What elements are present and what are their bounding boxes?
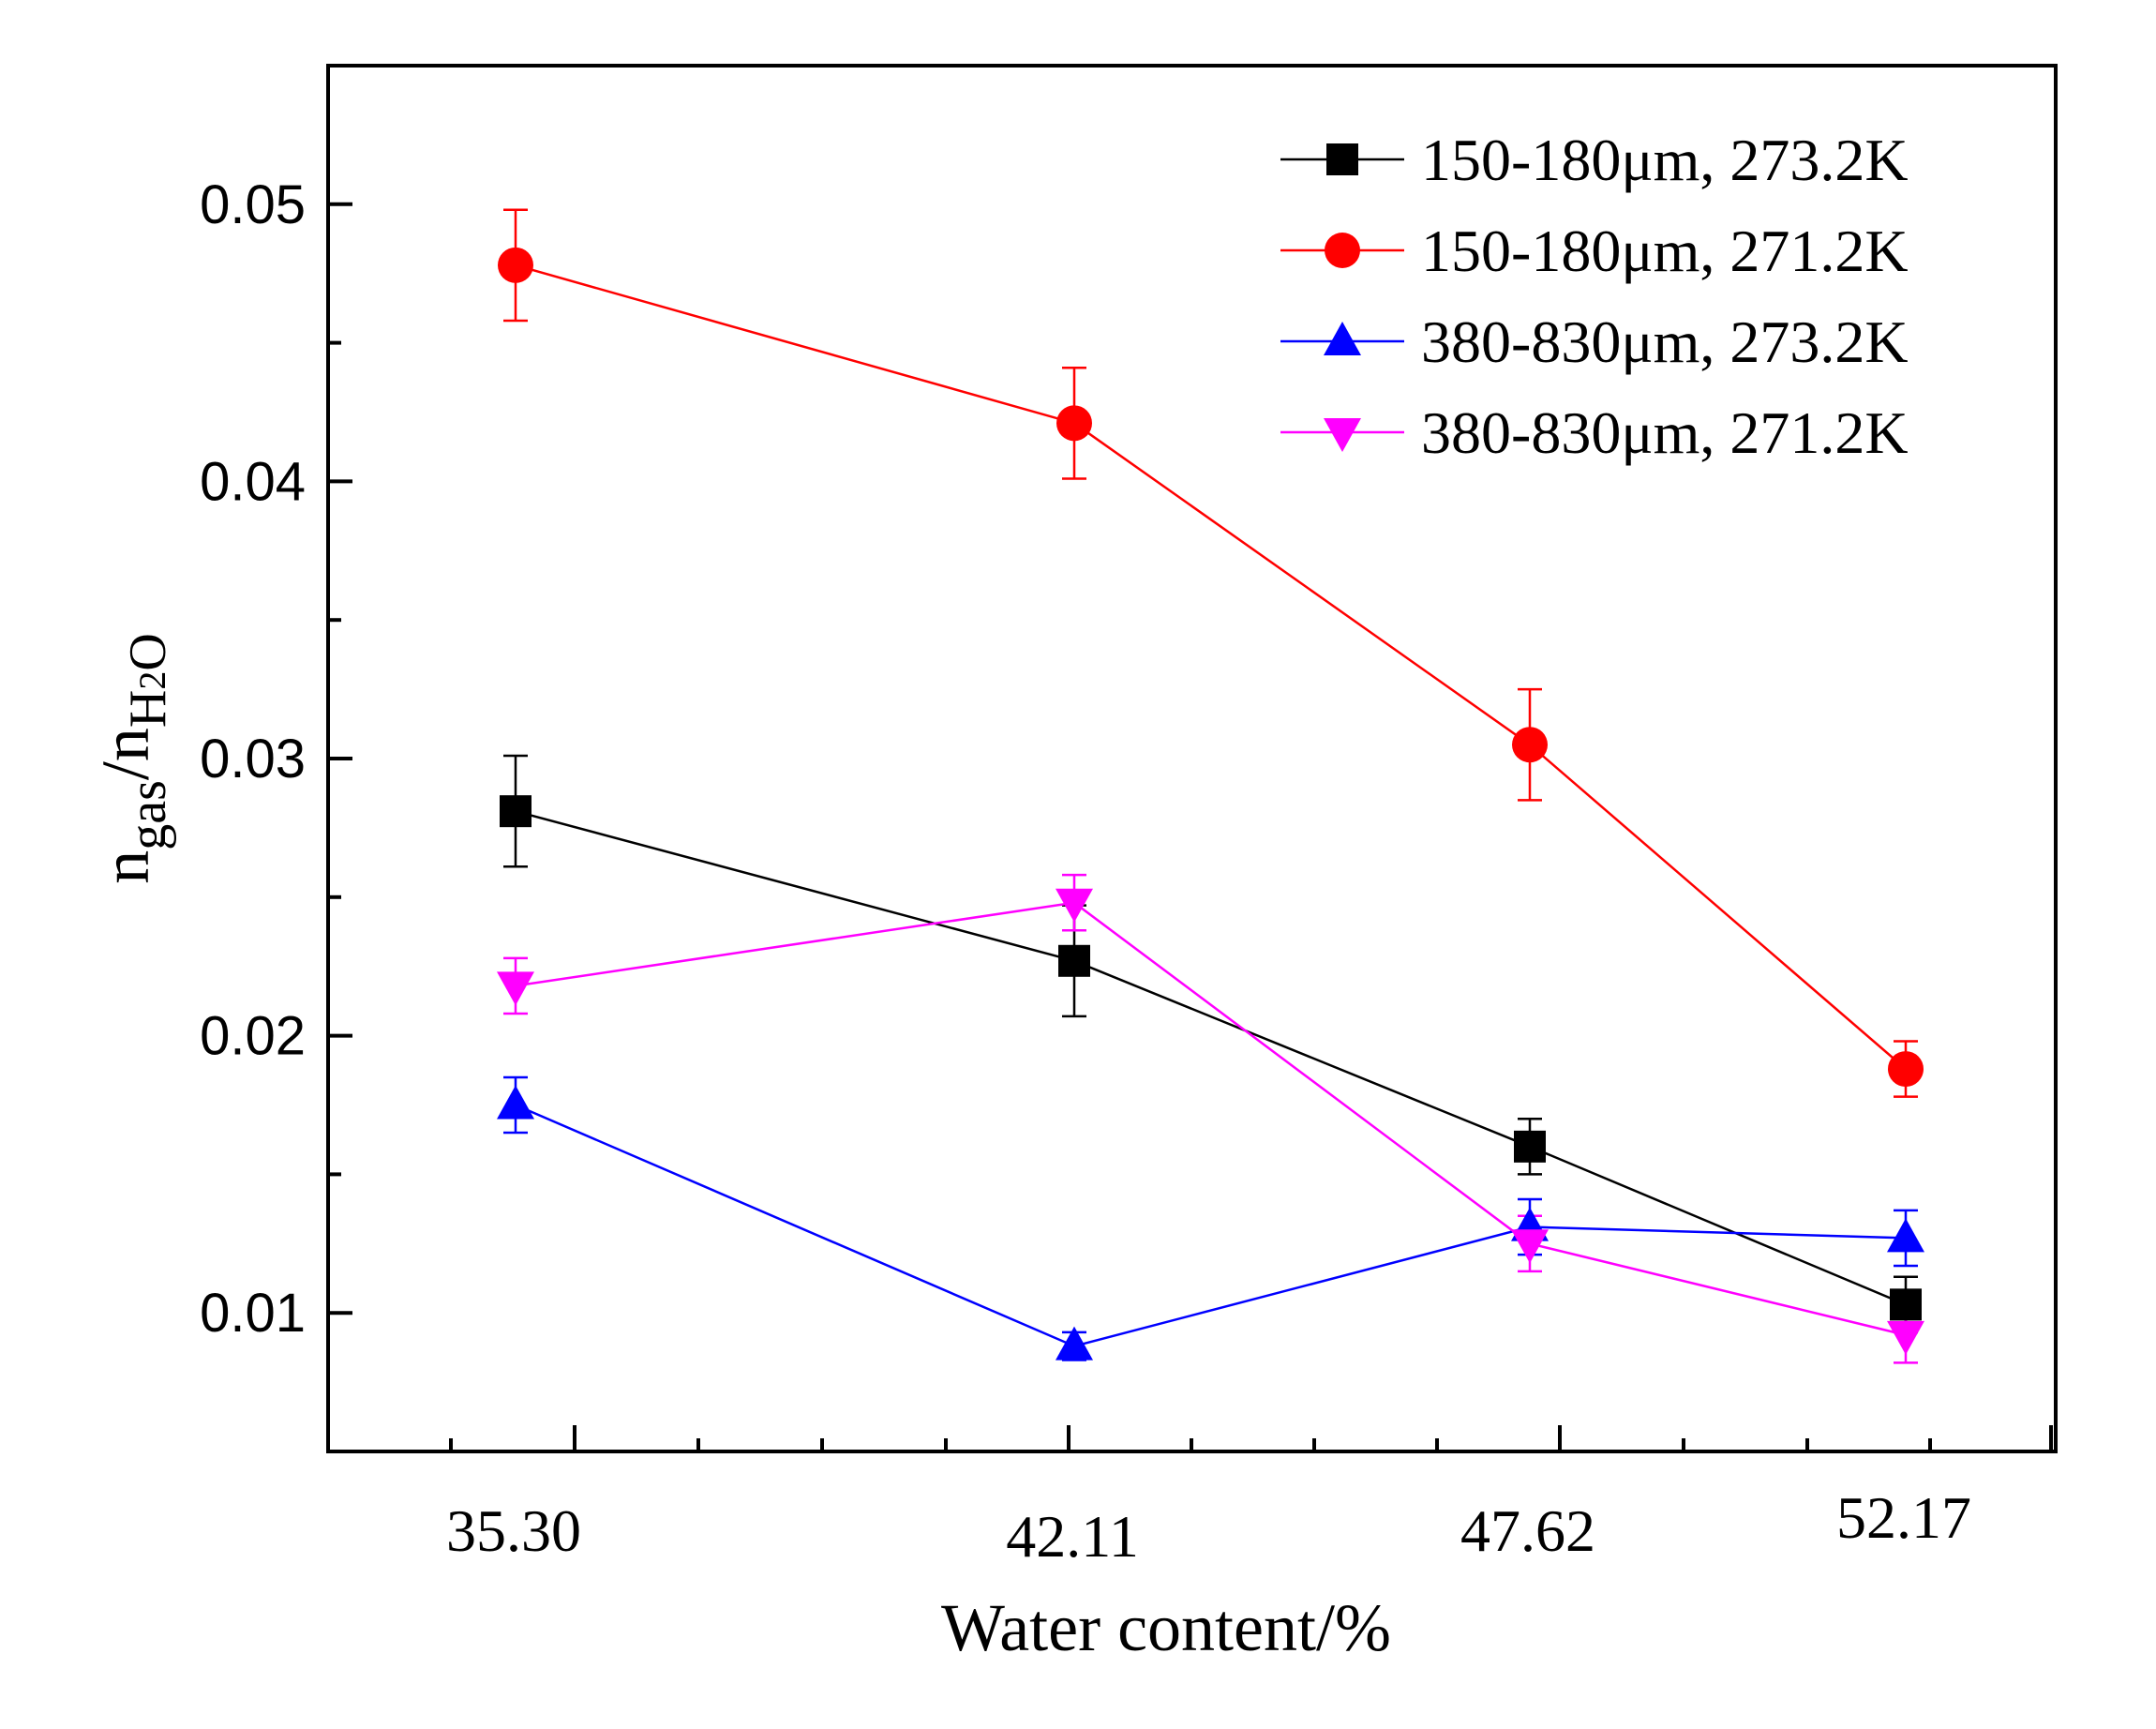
series-line (515, 1104, 1907, 1347)
data-point (1058, 944, 1090, 977)
y-axis-title-sub-h: H (119, 690, 177, 728)
x-tick-label: 35.30 (446, 1497, 581, 1564)
legend-marker (1325, 233, 1360, 268)
y-tick-label: 0.05 (200, 174, 306, 235)
x-axis-title: Water content/% (941, 1590, 1391, 1665)
data-point (1512, 727, 1548, 763)
x-tick-label: 52.17 (1836, 1484, 1971, 1551)
y-tick-label: 0.03 (200, 729, 306, 789)
y-tick-label: 0.01 (200, 1283, 306, 1344)
data-point (500, 795, 532, 828)
legend-label: 150-180μm, 273.2K (1421, 127, 1909, 193)
data-point (1890, 1288, 1922, 1321)
x-tick-label: 42.11 (1006, 1503, 1139, 1570)
y-axis-title: ngas/nH2O (88, 633, 177, 884)
legend-label: 380-830μm, 271.2K (1421, 399, 1909, 466)
data-point (1514, 1130, 1546, 1163)
legend-label: 150-180μm, 271.2K (1421, 218, 1909, 284)
y-axis-title-slash: /n (88, 728, 163, 780)
legend-marker (1326, 143, 1358, 175)
y-axis-title-sub-2: 2 (131, 671, 173, 690)
y-axis-title-sub-gas: gas (119, 780, 177, 850)
series-line (515, 901, 1907, 1337)
x-tick-label: 47.62 (1460, 1497, 1595, 1564)
y-tick-label: 0.02 (200, 1006, 306, 1067)
y-axis-title-main: n (88, 850, 163, 884)
legend-marker (1324, 418, 1361, 452)
data-point (1056, 888, 1093, 923)
y-axis-title-sub-o: O (119, 633, 177, 670)
legend: 150-180μm, 273.2K 150-180μm, 271.2K 380-83… (1280, 127, 1909, 466)
series-line (515, 809, 1907, 1306)
data-point (497, 971, 534, 1006)
data-point (1887, 1218, 1924, 1253)
data-point (1887, 1320, 1924, 1355)
data-point (1056, 1326, 1093, 1361)
data-point (498, 247, 533, 283)
data-point (1056, 405, 1092, 442)
y-tick-label: 0.04 (200, 451, 306, 512)
series-line (515, 263, 1907, 1071)
legend-marker (1324, 322, 1361, 355)
data-point (1511, 1229, 1549, 1264)
data-point (497, 1085, 534, 1120)
legend-label: 380-830μm, 273.2K (1421, 308, 1909, 375)
data-point (1888, 1051, 1924, 1088)
